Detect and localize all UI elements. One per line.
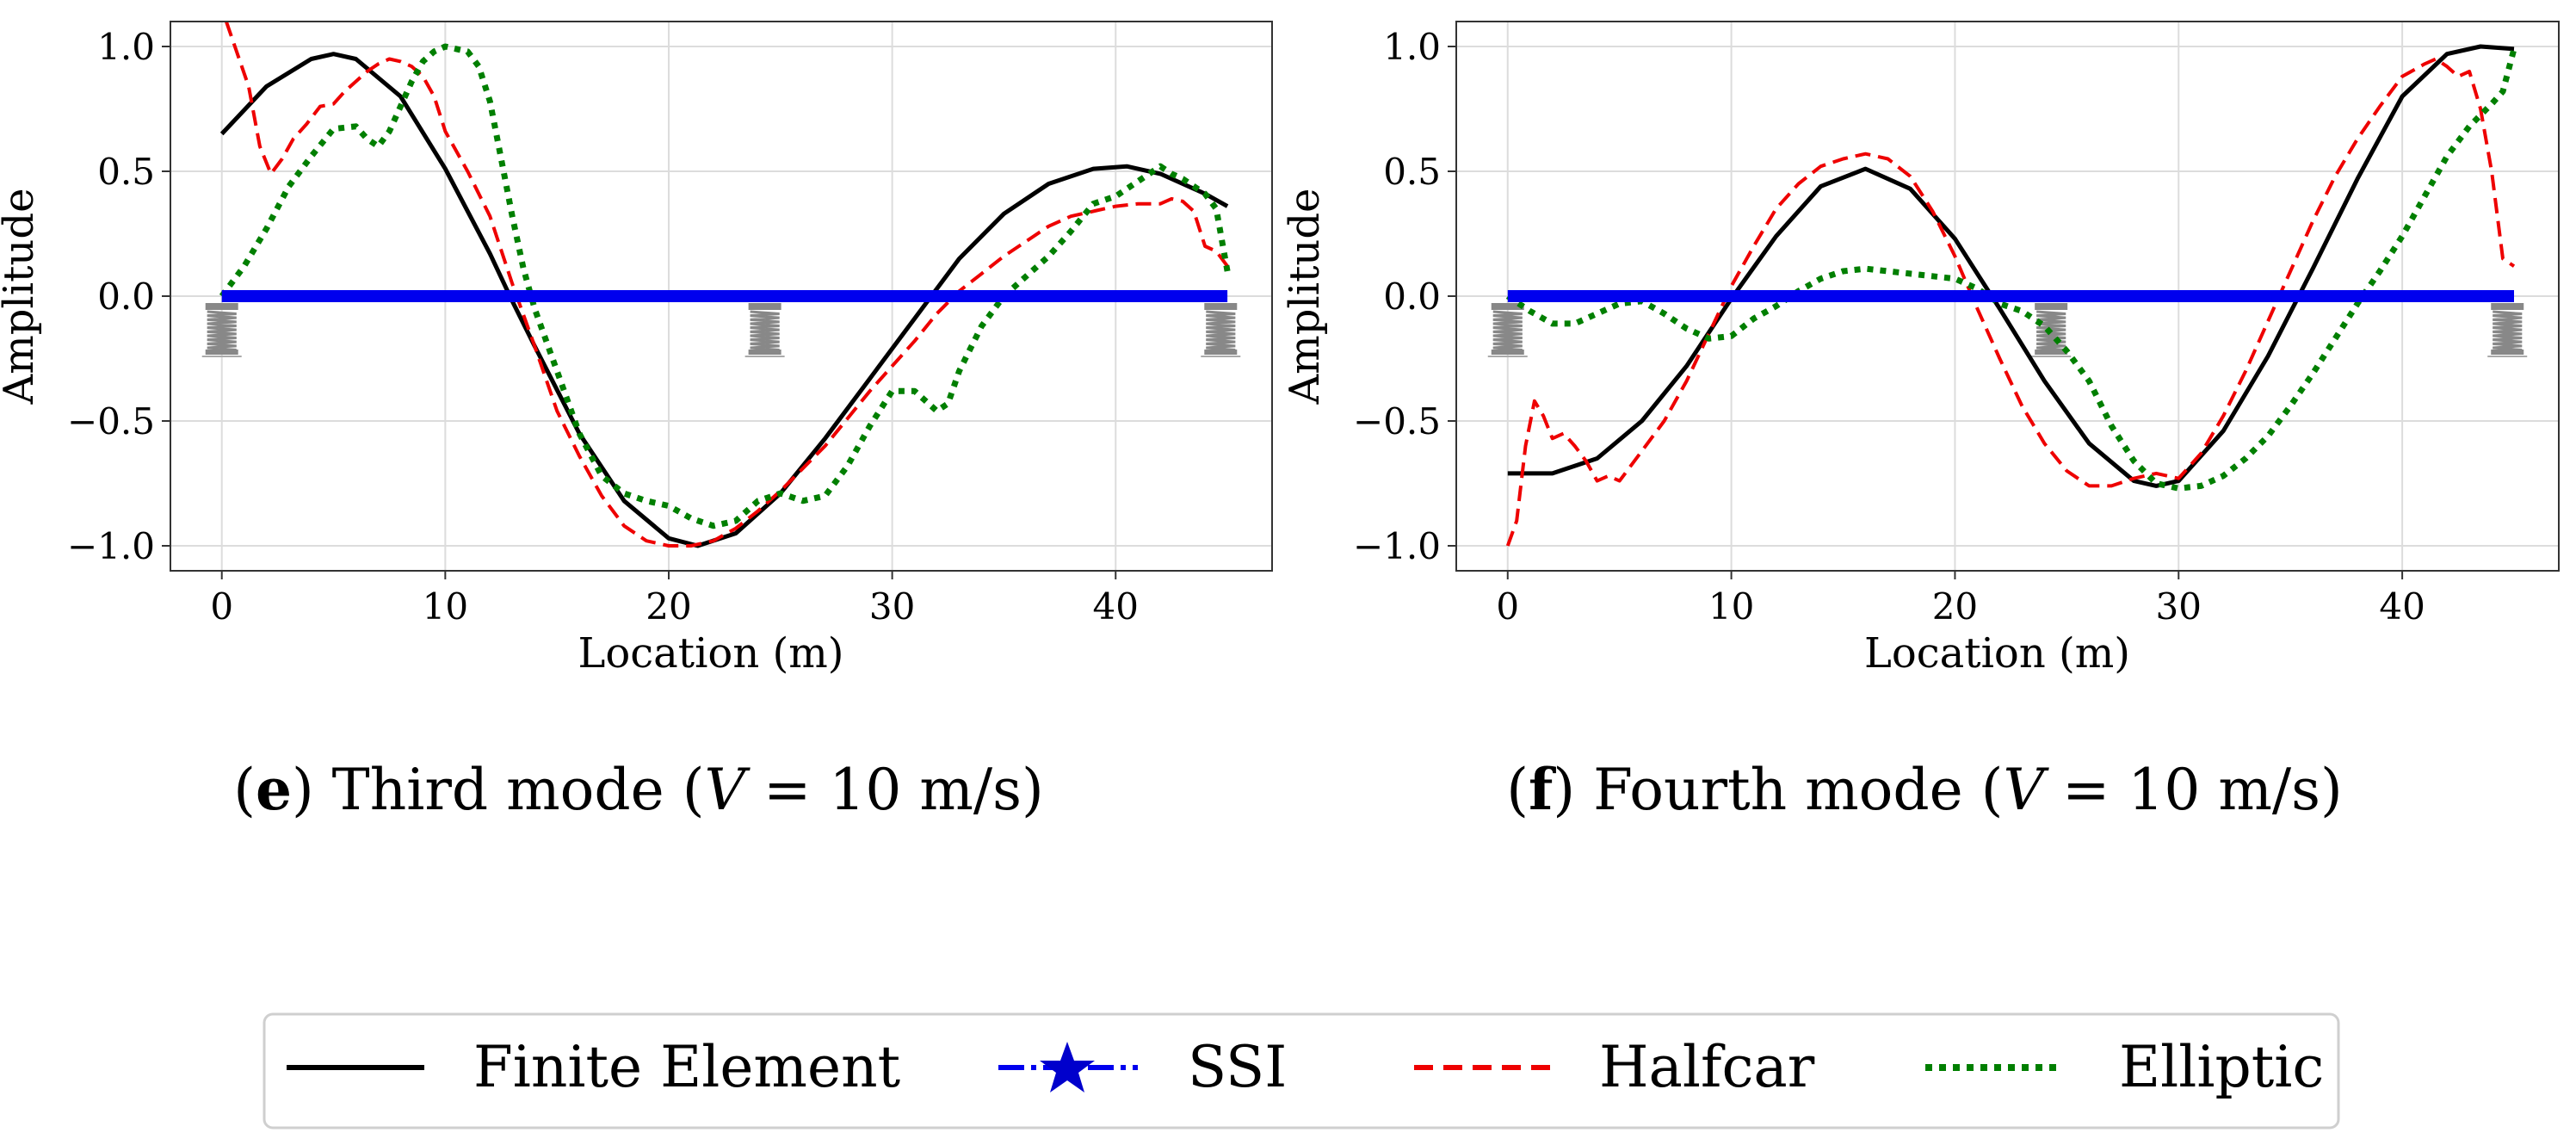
legend-label-elliptic: Elliptic (2119, 1034, 2324, 1100)
legend: Finite Element SSI Halfcar Elliptic (263, 1012, 2340, 1130)
series-line-elliptic (1505, 48, 2517, 492)
spring-support-icon (201, 303, 242, 357)
legend-label-ssi: SSI (1188, 1034, 1287, 1100)
panel-caption: (e) Third mode (V = 10 m/s) (233, 756, 1044, 823)
y-axis-label: Amplitude (0, 189, 43, 405)
y-tick-label: −0.5 (1353, 400, 1441, 443)
x-tick-label: 10 (423, 585, 468, 628)
series-line-elliptic (219, 43, 1231, 529)
series-line-halfcar (225, 22, 1229, 548)
y-tick-label: −1.0 (1353, 525, 1441, 567)
x-tick-label: 20 (646, 585, 691, 628)
y-axis-label: Amplitude (1281, 189, 1329, 405)
y-tick-label: 0.0 (1383, 275, 1441, 318)
y-tick-label: 0.5 (97, 151, 155, 193)
legend-label-halfcar: Halfcar (1599, 1034, 1815, 1100)
panel-third-mode: 0 10 20 30 40 −1.0 −0.5 0.0 0.5 1.0 Location (m) Am… (0, 21, 1273, 823)
spring-support-icon (1201, 303, 1241, 357)
spring-support-icon (1487, 303, 1528, 357)
x-tick-label: 20 (1932, 585, 1978, 628)
y-tick-label: 0.5 (1383, 151, 1441, 193)
legend-frame (263, 1012, 2340, 1130)
x-tick-label: 0 (210, 585, 233, 628)
spring-support-icon (2487, 303, 2528, 357)
x-axis-label: Location (m) (1864, 629, 2130, 678)
panel-caption: (f) Fourth mode (V = 10 m/s) (1506, 756, 2343, 823)
spring-support-icon (744, 303, 785, 357)
y-tick-label: 1.0 (1383, 26, 1441, 68)
series-line-finite-element (1507, 44, 2515, 488)
x-tick-label: 30 (869, 585, 915, 628)
y-tick-label: −1.0 (67, 525, 155, 567)
x-tick-label: 0 (1496, 585, 1519, 628)
y-tick-label: 0.0 (97, 275, 155, 318)
panel-fourth-mode: 0 10 20 30 40 −1.0 −0.5 0.0 0.5 1.0 Location (m) Am… (1281, 21, 2560, 823)
x-tick-label: 30 (2156, 585, 2202, 628)
series-line-halfcar (1505, 57, 2516, 547)
x-tick-label: 10 (1708, 585, 1754, 628)
y-tick-label: −0.5 (67, 400, 155, 443)
legend-label-finite-element: Finite Element (473, 1034, 900, 1100)
x-tick-label: 40 (2379, 585, 2425, 628)
x-tick-label: 40 (1093, 585, 1139, 628)
y-tick-label: 1.0 (97, 26, 155, 68)
x-axis-label: Location (m) (578, 629, 844, 678)
legend-star-ssi (1040, 1042, 1095, 1092)
